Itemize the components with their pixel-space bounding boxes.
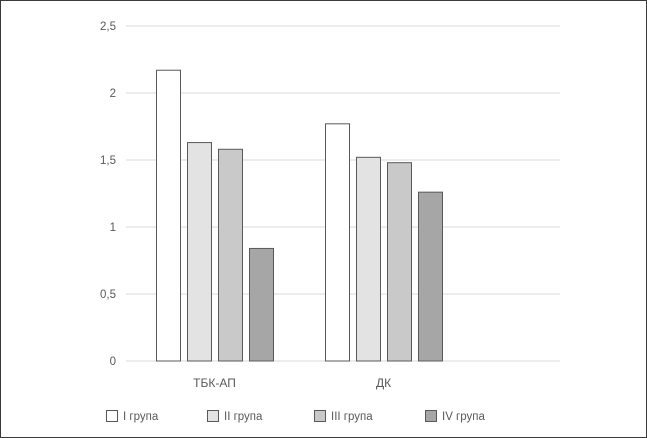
bar-1-1 <box>156 69 181 362</box>
y-tick-label: 0 <box>110 356 116 368</box>
legend-swatch <box>106 410 118 422</box>
legend-swatch <box>425 410 437 422</box>
x-category-label: ДК <box>376 376 391 390</box>
legend-item: IV група <box>425 410 485 423</box>
legend-label: III група <box>331 411 373 423</box>
bar-4-2 <box>418 191 443 362</box>
y-tick-label: 1,5 <box>100 155 116 167</box>
legend-label: IV група <box>442 411 485 423</box>
legend-label: II група <box>224 411 263 423</box>
bar-2-1 <box>187 142 212 362</box>
bar-2-2 <box>356 156 381 362</box>
bar-1-2 <box>325 123 350 362</box>
bars <box>156 69 443 362</box>
legend-label: I група <box>123 411 159 423</box>
y-tick-label: 2,5 <box>100 21 116 33</box>
y-tick-label: 1 <box>110 222 116 234</box>
legend: I група II група III група IV група <box>106 410 485 423</box>
legend-swatch <box>207 410 219 422</box>
x-category-label: ТБК-АП <box>193 376 236 390</box>
x-axis-categories: ТБК-АП ДК <box>193 376 391 390</box>
legend-item: II група <box>207 410 263 423</box>
y-axis-ticks: 0 0,5 1 1,5 2 2,5 <box>100 21 116 368</box>
y-tick-label: 0,5 <box>100 289 116 301</box>
bar-4-1 <box>249 247 274 362</box>
bar-3-1 <box>218 148 243 362</box>
legend-item: I група <box>106 410 159 423</box>
legend-item: III група <box>314 410 373 423</box>
y-tick-label: 2 <box>110 88 116 100</box>
bar-3-2 <box>387 162 412 362</box>
legend-swatch <box>314 410 326 422</box>
